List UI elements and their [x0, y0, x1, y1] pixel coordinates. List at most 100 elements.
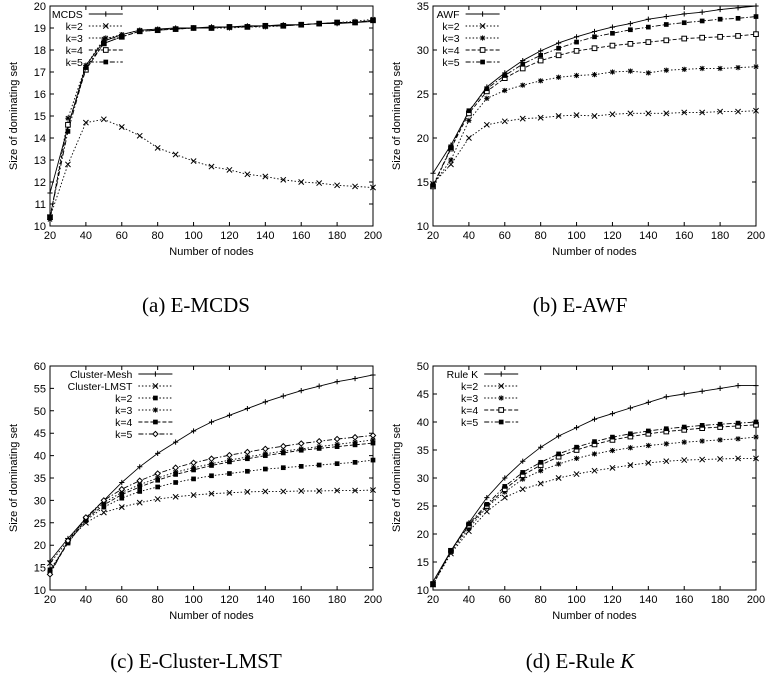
data-point	[190, 428, 197, 434]
data-point	[279, 442, 287, 450]
data-point	[280, 23, 286, 29]
legend-label: k=4	[442, 45, 459, 57]
legend-label: k=3	[461, 393, 478, 405]
x-tick-label: 40	[463, 594, 475, 606]
series-group	[47, 17, 376, 221]
series-line	[432, 16, 757, 186]
data-point	[172, 464, 179, 472]
x-tick-label: 140	[639, 230, 657, 242]
data-point	[466, 117, 472, 123]
data-point	[520, 476, 526, 482]
legend-marker	[103, 35, 109, 41]
data-point	[226, 412, 233, 418]
data-point	[315, 437, 323, 445]
data-point	[663, 67, 669, 73]
series-group	[47, 487, 376, 567]
legend-marker	[480, 11, 486, 17]
x-tick-label: 200	[747, 230, 765, 242]
data-point	[556, 40, 562, 46]
data-point	[699, 109, 706, 116]
data-point	[173, 26, 178, 32]
x-tick-label: 160	[675, 594, 693, 606]
y-tick-label: 10	[417, 221, 429, 233]
data-point	[609, 42, 616, 49]
data-point	[209, 463, 214, 468]
data-point	[591, 467, 598, 474]
data-point	[735, 5, 741, 11]
data-point	[628, 27, 633, 33]
data-point	[369, 432, 377, 439]
legend-marker	[479, 23, 486, 29]
data-point	[137, 28, 143, 34]
data-point	[699, 18, 705, 24]
data-point	[556, 433, 562, 439]
data-point	[262, 488, 269, 495]
series-group	[430, 31, 759, 190]
data-point	[556, 451, 561, 457]
data-point	[681, 457, 688, 464]
data-point	[370, 437, 376, 443]
data-point	[681, 439, 687, 445]
data-point	[573, 72, 580, 79]
data-point	[556, 461, 562, 467]
x-tick-label: 40	[80, 594, 92, 606]
data-point	[370, 184, 376, 191]
data-point	[610, 30, 615, 36]
legend-label: k=3	[115, 405, 132, 417]
y-tick-label: 40	[34, 451, 46, 463]
x-tick-label: 160	[292, 230, 310, 242]
x-tick-label: 120	[220, 594, 238, 606]
data-point	[82, 119, 89, 126]
y-tick-label: 19	[34, 23, 46, 35]
data-point	[717, 421, 723, 427]
data-point	[735, 455, 742, 462]
data-point	[484, 495, 490, 501]
series-group	[47, 457, 376, 573]
data-point	[574, 39, 579, 45]
legend-label: k=4	[115, 417, 132, 429]
plot-frame	[432, 5, 757, 227]
data-point	[591, 416, 598, 422]
y-axis-label: Size of dominating set	[391, 424, 403, 532]
data-point	[591, 72, 598, 78]
x-tick-label: 20	[44, 230, 56, 242]
y-tick-label: 12	[34, 177, 46, 189]
legend-marker	[152, 407, 158, 413]
series-line	[432, 66, 757, 185]
legend-label: k=5	[461, 417, 478, 429]
x-tick-label: 120	[220, 230, 238, 242]
legend-marker	[153, 419, 158, 425]
data-point	[502, 475, 508, 481]
x-tick-label: 140	[256, 594, 274, 606]
data-point	[591, 113, 598, 119]
data-point	[735, 108, 742, 115]
data-point	[101, 36, 107, 42]
data-point	[430, 582, 436, 587]
legend-label: Cluster-LMST	[68, 381, 133, 393]
data-point	[227, 24, 232, 30]
data-point	[753, 455, 759, 462]
legend-marker	[498, 383, 505, 389]
series-group	[46, 432, 377, 578]
data-point	[119, 34, 125, 40]
series-line	[432, 457, 756, 585]
data-point	[519, 486, 526, 493]
legend-marker	[152, 371, 158, 377]
y-tick-label: 16	[34, 89, 46, 101]
x-tick-label: 160	[675, 230, 693, 242]
x-tick-label: 200	[364, 230, 382, 242]
data-point	[717, 385, 723, 391]
legend-marker	[498, 371, 504, 377]
data-point	[226, 166, 233, 173]
data-point	[65, 115, 71, 121]
data-point	[101, 41, 107, 46]
x-tick-label: 100	[184, 230, 202, 242]
data-point	[136, 499, 143, 506]
data-point	[334, 379, 340, 385]
y-tick-label: 14	[34, 133, 46, 145]
data-point	[65, 129, 71, 134]
data-point	[136, 477, 144, 484]
data-point	[484, 86, 490, 92]
data-point	[555, 52, 562, 59]
data-point	[645, 110, 652, 117]
